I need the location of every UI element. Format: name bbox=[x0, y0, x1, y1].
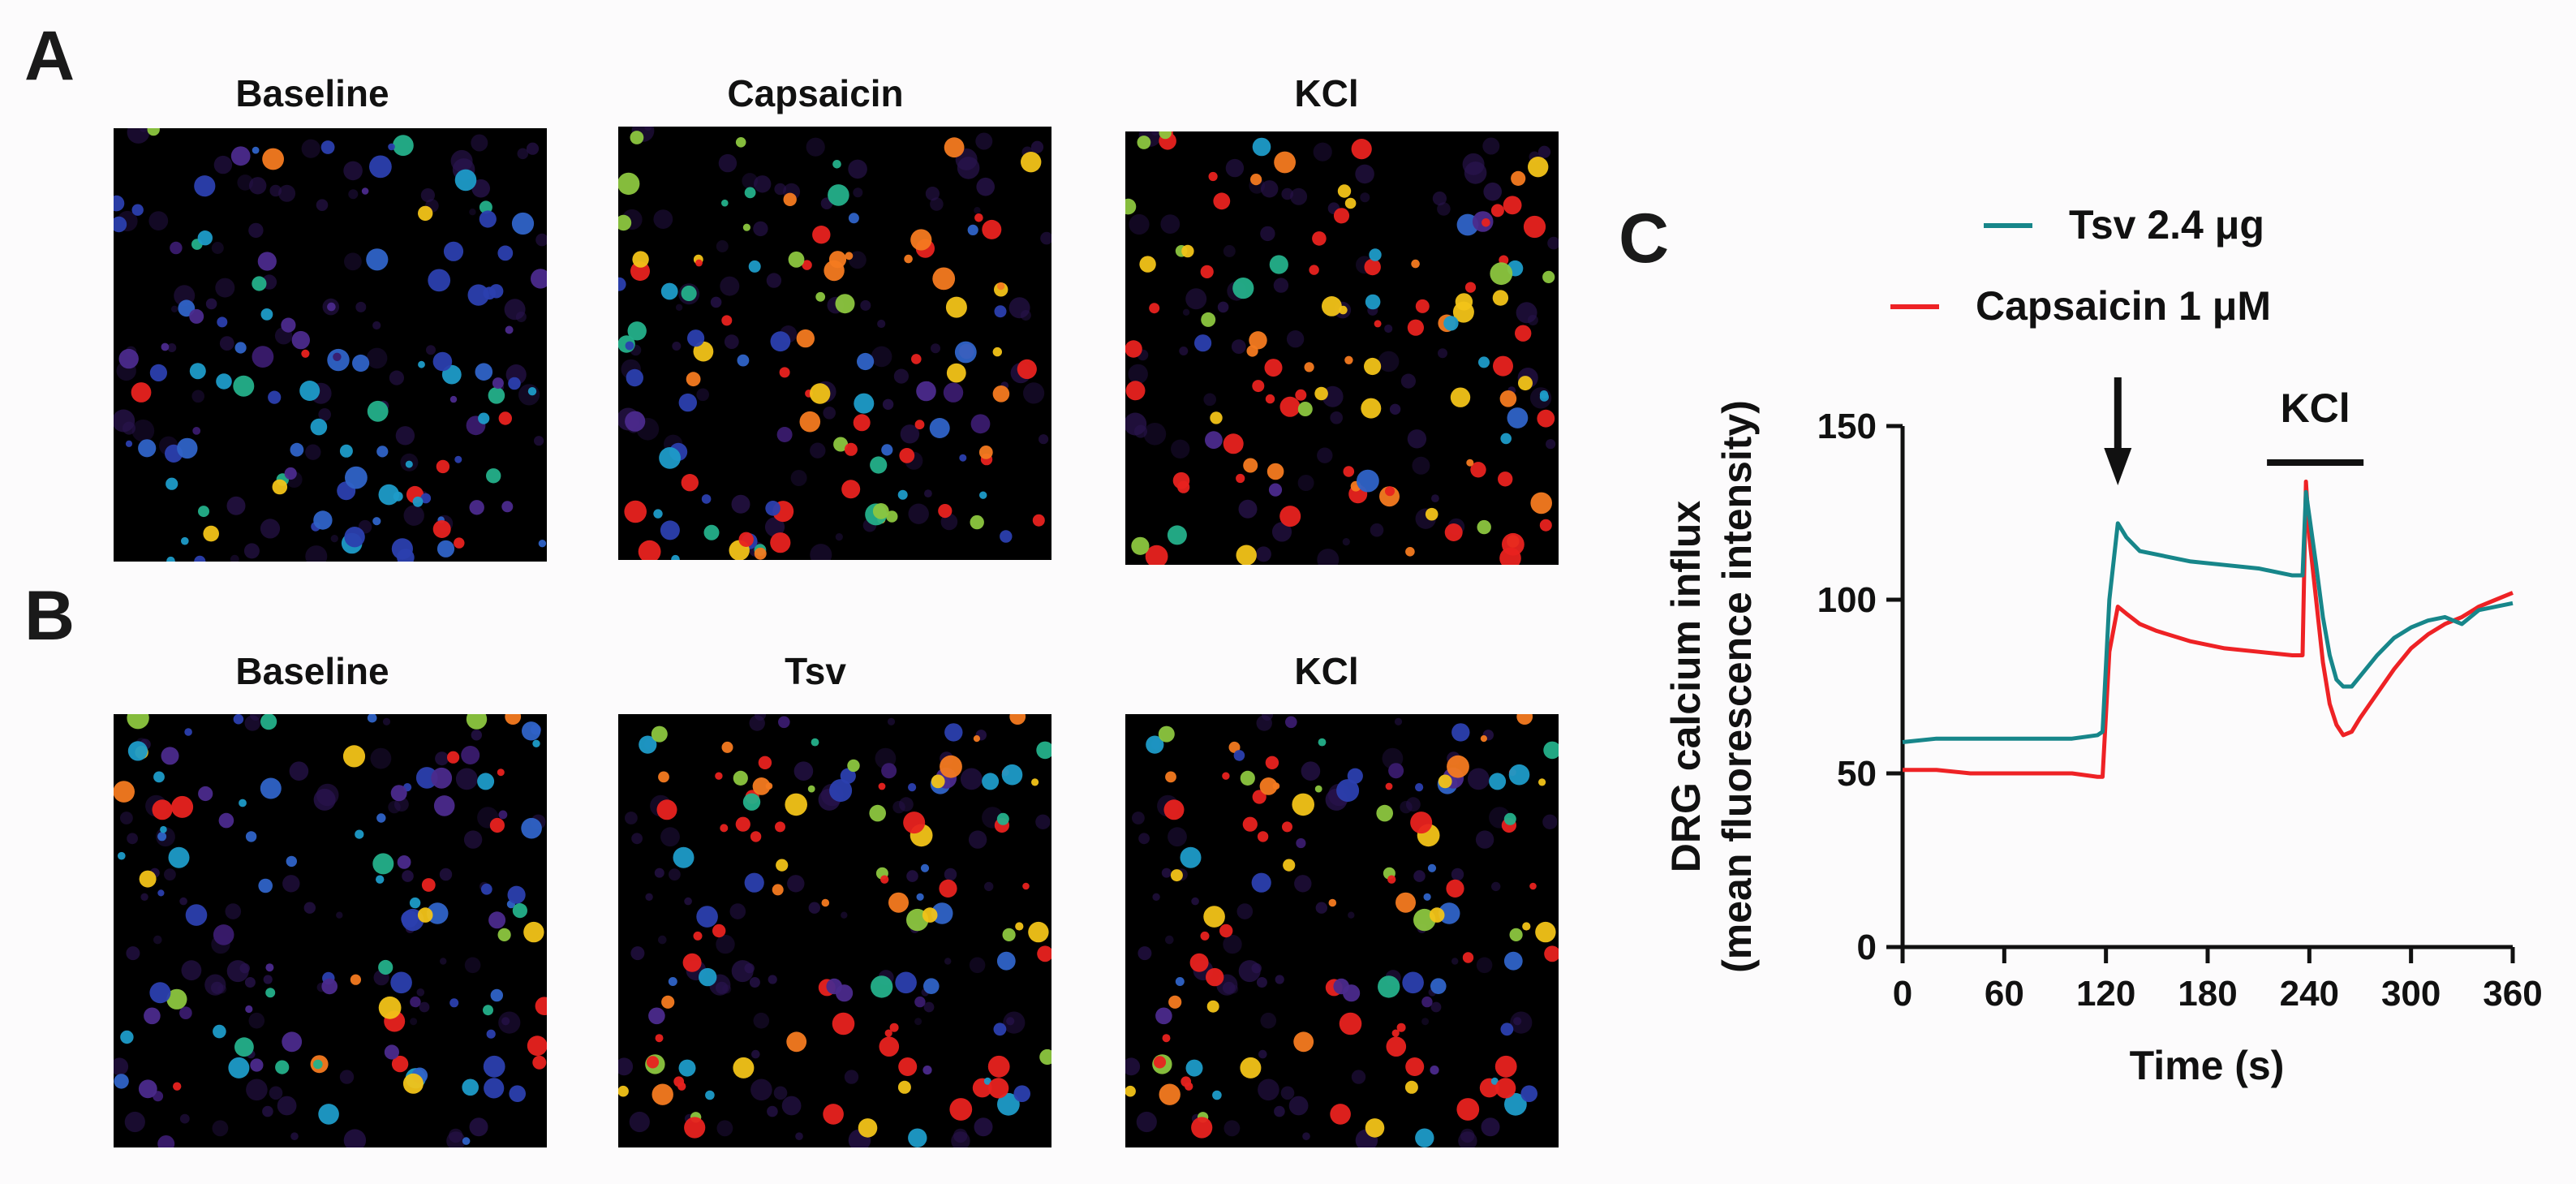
panel-a-title-3: KCl bbox=[1294, 72, 1359, 114]
legend-label-tsv: Tsv 2.4 μg bbox=[2069, 202, 2264, 248]
kcl-annotation-label: KCl bbox=[2281, 385, 2350, 431]
panel-letter-b: B bbox=[24, 577, 75, 655]
panel-b-title-1: Baseline bbox=[235, 650, 389, 692]
panel-letter-c: C bbox=[1619, 200, 1670, 278]
panel-b-title-3: KCl bbox=[1294, 650, 1359, 692]
y-tick-label: 150 bbox=[1817, 407, 1877, 446]
micrograph-a-baseline bbox=[114, 128, 547, 562]
panel-b-title-2: Tsv bbox=[785, 650, 846, 692]
micrograph-b-kcl bbox=[1125, 714, 1559, 1147]
panel-a-title-2: Capsaicin bbox=[727, 72, 904, 114]
micrograph-a-kcl bbox=[1125, 131, 1559, 565]
micrograph-b-baseline bbox=[114, 714, 547, 1147]
x-tick-label: 360 bbox=[2483, 974, 2542, 1014]
x-tick-label: 180 bbox=[2178, 974, 2237, 1014]
x-tick-label: 300 bbox=[2381, 974, 2441, 1014]
y-axis-label-line2: (mean fluorescence intensity) bbox=[1714, 400, 1760, 973]
calcium-influx-chart: Tsv 2.4 μg Capsaicin 1 μM 0 50 100 150 0 60 1… bbox=[1623, 162, 2576, 1184]
series-line-tsv bbox=[1902, 489, 2514, 744]
stimulus-arrow-head bbox=[2104, 448, 2132, 485]
y-tick-label: 0 bbox=[1857, 928, 1877, 967]
legend-label-capsaicin: Capsaicin 1 μM bbox=[1976, 283, 2271, 329]
x-tick-label: 240 bbox=[2280, 974, 2339, 1014]
x-tick-label: 60 bbox=[1985, 974, 2024, 1014]
y-tick-label: 100 bbox=[1817, 580, 1877, 620]
series-line-capsaicin bbox=[1903, 479, 2514, 779]
panel-a-title-1: Baseline bbox=[235, 72, 389, 114]
micrograph-a-capsaicin bbox=[618, 127, 1051, 560]
y-tick-label: 50 bbox=[1837, 754, 1877, 794]
y-axis-label-line1: DRG calcium influx bbox=[1663, 501, 1709, 873]
x-tick-label: 120 bbox=[2076, 974, 2135, 1014]
panel-letter-a: A bbox=[24, 17, 75, 95]
micrograph-b-tsv bbox=[618, 714, 1051, 1147]
x-tick-label: 0 bbox=[1893, 974, 1912, 1014]
x-axis-label: Time (s) bbox=[2130, 1043, 2285, 1088]
